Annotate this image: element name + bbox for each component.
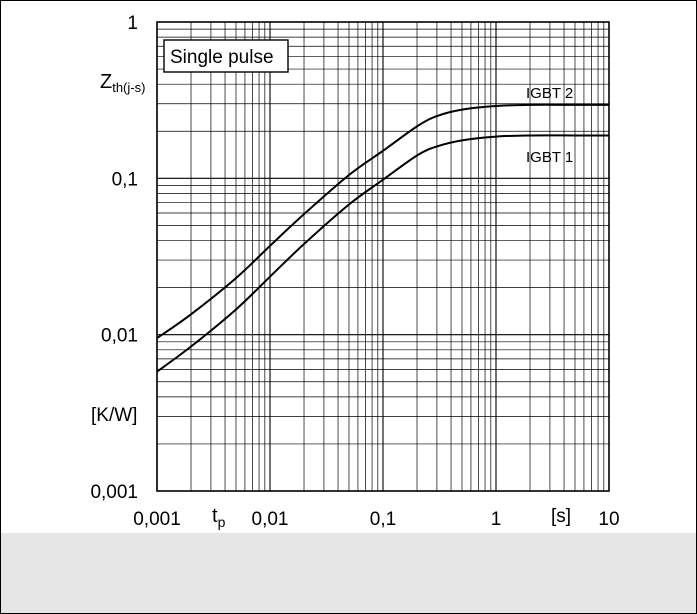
y-axis-unit: [K/W] bbox=[91, 405, 137, 426]
series-line-1 bbox=[156, 103, 609, 339]
x-tick-label: 1 bbox=[491, 509, 502, 530]
x-tick-label: 0,01 bbox=[252, 509, 289, 530]
x-axis-unit: [s] bbox=[551, 506, 571, 527]
series-layer bbox=[156, 103, 609, 373]
y-tick-label: 1 bbox=[127, 13, 138, 34]
y-tick-label: 0,1 bbox=[112, 169, 138, 190]
y-tick-label: 0,001 bbox=[90, 482, 138, 503]
series-label-igbt2: IGBT 2 bbox=[526, 85, 573, 102]
y-axis-label: Zth(j-s) bbox=[100, 71, 145, 95]
y-tick-labels: 0,001 0,01 0,1 1 bbox=[90, 13, 138, 503]
x-tick-label: 0,1 bbox=[370, 509, 396, 530]
x-tick-labels: 0,001 0,01 0,1 1 10 bbox=[133, 509, 619, 530]
series-line-2 bbox=[156, 134, 609, 373]
x-tick-label: 10 bbox=[598, 509, 619, 530]
series-label-igbt1: IGBT 1 bbox=[526, 149, 573, 166]
plot-area bbox=[156, 21, 610, 492]
footer-band bbox=[1, 533, 696, 613]
x-axis-label: tp bbox=[212, 505, 226, 530]
y-tick-label: 0,01 bbox=[101, 326, 138, 347]
annotation-box bbox=[163, 39, 289, 73]
x-tick-label: 0,001 bbox=[133, 509, 181, 530]
annotation-text: Single pulse bbox=[170, 47, 274, 68]
